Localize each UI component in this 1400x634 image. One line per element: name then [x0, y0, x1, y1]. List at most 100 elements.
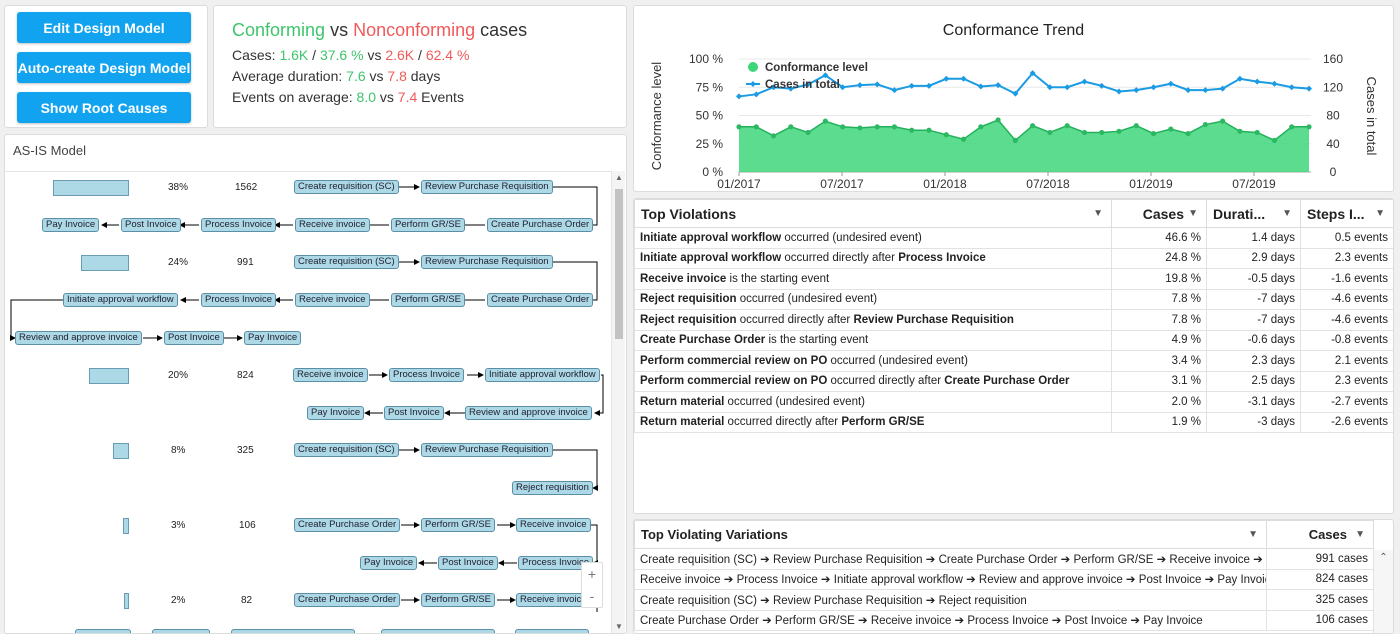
activity-node[interactable]: Receive invoice	[295, 293, 370, 307]
activity-node[interactable]: Initiate approval workflow	[63, 293, 178, 307]
show-root-causes-button[interactable]: Show Root Causes	[17, 92, 191, 123]
activity-node[interactable]	[75, 629, 131, 633]
x-tick-label: 07/2017	[820, 177, 864, 191]
filter-icon[interactable]: ▼	[1093, 208, 1103, 219]
activity-node[interactable]: Pay Invoice	[360, 556, 418, 570]
violation-row[interactable]: Return material occurred (undesired even…	[634, 391, 1393, 413]
variant-count: 824	[237, 370, 254, 381]
activity-node[interactable]: Receive invoice	[516, 593, 591, 607]
activity-node[interactable]: Review Purchase Requisition	[421, 443, 553, 457]
activity-node[interactable]: Post Invoice	[121, 218, 181, 232]
activity-node[interactable]: Process Invoice	[389, 368, 465, 382]
activity-node[interactable]: Receive invoice	[516, 518, 591, 532]
violation-text: occurred directly after	[781, 252, 899, 265]
auto-create-design-model-button[interactable]: Auto-create Design Model	[17, 52, 191, 83]
col-cases[interactable]: Cases ▼	[1111, 199, 1207, 228]
violation-cases: 7.8 %	[1111, 309, 1207, 331]
conformance-point	[1168, 126, 1174, 132]
activity-node[interactable]: Review Purchase Requisition	[421, 255, 553, 269]
col-duration[interactable]: Durati... ▼	[1206, 199, 1301, 228]
activity-node[interactable]: Receive invoice	[295, 218, 370, 232]
variant-count: 82	[241, 595, 253, 606]
activity-node[interactable]: Perform GR/SE	[391, 218, 465, 232]
violation-description: Initiate approval workflow occurred dire…	[634, 247, 1112, 269]
activity-node[interactable]: Create requisition (SC)	[294, 255, 399, 269]
variations-table: Top Violating Variations ▼ Cases ▼ Create …	[634, 520, 1374, 631]
activity-node[interactable]: Create Purchase Order	[487, 218, 594, 232]
violation-row[interactable]: Receive invoice is the starting event 19.…	[634, 268, 1393, 290]
variant-frequency-bar	[124, 593, 129, 609]
zoom-out-button[interactable]: -	[589, 588, 595, 604]
activity-node[interactable]: Process Invoice	[201, 218, 277, 232]
variant-percent: 2%	[171, 595, 186, 606]
variation-row[interactable]: Create Purchase Order ➔ Perform GR/SE ➔ …	[634, 609, 1374, 631]
col-variation-cases[interactable]: Cases ▼	[1266, 520, 1374, 549]
violation-row[interactable]: Return material occurred directly after …	[634, 411, 1393, 433]
activity-node[interactable]: Process Invoice	[201, 293, 277, 307]
scroll-up-icon[interactable]: ⌃	[1379, 552, 1388, 563]
activity-node[interactable]: Reject requisition	[512, 481, 593, 495]
activity-node[interactable]: Review and approve invoice	[465, 406, 592, 420]
cases-total-point	[1098, 82, 1105, 89]
activity-node[interactable]	[381, 629, 495, 633]
violation-row[interactable]: Create Purchase Order is the starting ev…	[634, 329, 1393, 351]
variation-row[interactable]: Create requisition (SC) ➔ Review Purchas…	[634, 548, 1374, 570]
violation-row[interactable]: Perform commercial review on PO occurred…	[634, 370, 1393, 392]
cases-total-point	[874, 81, 881, 88]
activity-node[interactable]: Perform GR/SE	[421, 518, 495, 532]
nonconforming-events: 7.4	[397, 89, 418, 105]
violation-row[interactable]: Reject requisition occurred directly aft…	[634, 309, 1393, 331]
violation-row[interactable]: Initiate approval workflow occurred dire…	[634, 247, 1393, 269]
filter-icon[interactable]: ▼	[1188, 208, 1198, 219]
x-tick-label: 01/2018	[923, 177, 967, 191]
scrollbar-thumb[interactable]	[615, 189, 623, 339]
activity-node[interactable]	[515, 629, 589, 633]
filter-icon[interactable]: ▼	[1355, 529, 1365, 540]
cases-total-point	[1133, 87, 1140, 94]
violation-row[interactable]: Perform commercial review on PO occurred…	[634, 350, 1393, 372]
scroll-down-icon[interactable]: ▼	[615, 622, 623, 631]
col-top-violations[interactable]: Top Violations ▼	[634, 199, 1112, 228]
col-steps[interactable]: Steps I... ▼	[1300, 199, 1393, 228]
variation-row[interactable]: Create requisition (SC) ➔ Review Purchas…	[634, 589, 1374, 611]
scroll-up-icon[interactable]: ▲	[615, 173, 623, 182]
violation-row[interactable]: Reject requisition occurred (undesired e…	[634, 288, 1393, 310]
activity-node[interactable]: Create Purchase Order	[487, 293, 594, 307]
model-canvas[interactable]: 38% 1562 24% 991 20% 824 8% 325 3% 106 2…	[5, 171, 611, 633]
zoom-in-button[interactable]: +	[587, 566, 597, 582]
activity-node[interactable]: Pay Invoice	[307, 406, 365, 420]
activity-node[interactable]: Pay Invoice	[244, 331, 302, 345]
activity-node[interactable]	[152, 629, 210, 633]
variations-scrollbar[interactable]: ⌃	[1373, 550, 1393, 633]
filter-icon[interactable]: ▼	[1248, 529, 1258, 540]
activity-node[interactable]: Post Invoice	[164, 331, 224, 345]
y-left-tick-label: 25 %	[696, 137, 724, 151]
col-violating-variations[interactable]: Top Violating Variations ▼	[634, 520, 1267, 549]
variant-percent: 24%	[168, 257, 189, 268]
filter-icon[interactable]: ▼	[1282, 208, 1292, 219]
activity-node[interactable]: Pay Invoice	[42, 218, 100, 232]
filter-icon[interactable]: ▼	[1375, 208, 1385, 219]
activity-node[interactable]: Review Purchase Requisition	[421, 180, 553, 194]
violation-activity: Reject requisition	[640, 293, 737, 306]
cases-total-point	[1081, 78, 1088, 85]
violation-row[interactable]: Initiate approval workflow occurred (und…	[634, 227, 1393, 249]
activity-node[interactable]: Perform GR/SE	[391, 293, 465, 307]
activity-node[interactable]: Create Purchase Order	[294, 593, 401, 607]
variation-row[interactable]: Receive invoice ➔ Process Invoice ➔ Init…	[634, 568, 1374, 590]
activity-node[interactable]: Post Invoice	[438, 556, 498, 570]
activity-node[interactable]: Receive invoice	[293, 368, 368, 382]
activity-node[interactable]	[231, 629, 355, 633]
activity-node[interactable]: Review and approve invoice	[15, 331, 142, 345]
activity-node[interactable]: Initiate approval workflow	[485, 368, 600, 382]
edit-design-model-button[interactable]: Edit Design Model	[17, 12, 191, 43]
model-scrollbar[interactable]: ▲ ▼	[611, 171, 625, 633]
activity-node[interactable]: Create requisition (SC)	[294, 180, 399, 194]
nonconforming-cases: 2.6K	[385, 47, 415, 63]
cases-total-point	[1202, 87, 1209, 94]
activity-node[interactable]: Create requisition (SC)	[294, 443, 399, 457]
activity-node[interactable]: Post Invoice	[384, 406, 444, 420]
violation-cases: 46.6 %	[1111, 227, 1207, 249]
activity-node[interactable]: Perform GR/SE	[421, 593, 495, 607]
activity-node[interactable]: Create Purchase Order	[294, 518, 401, 532]
